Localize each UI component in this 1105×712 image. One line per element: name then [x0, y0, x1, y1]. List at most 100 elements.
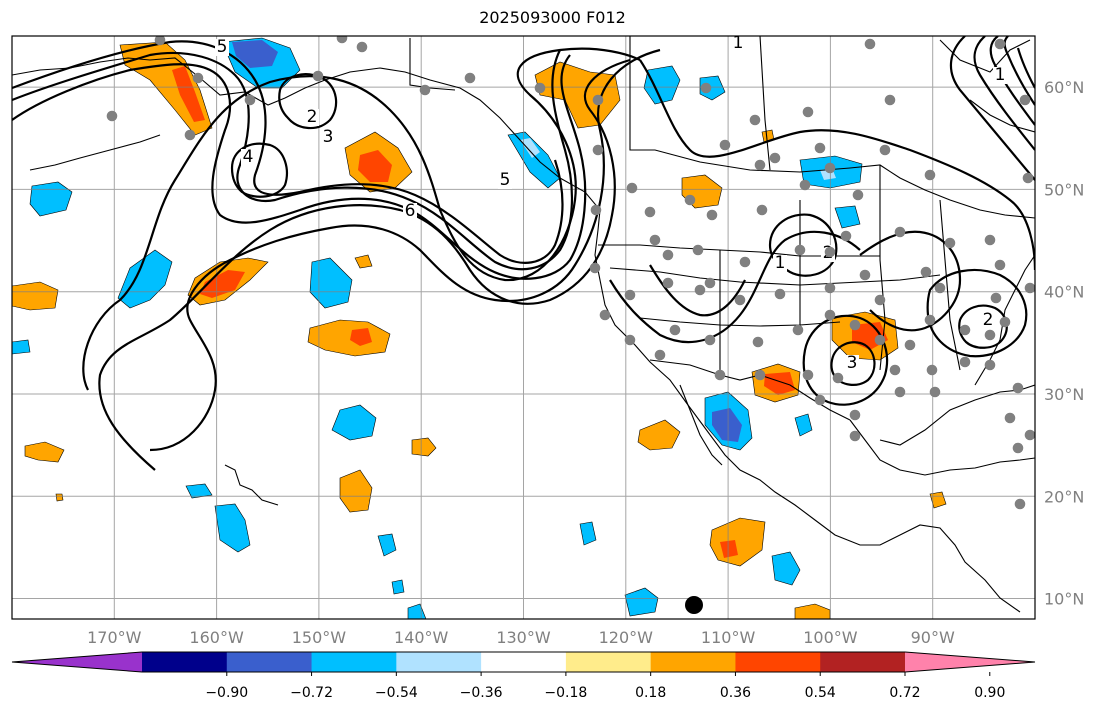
lon-tick-label: 120°W: [599, 628, 654, 647]
station-dot: [959, 324, 971, 336]
station-dot: [184, 129, 196, 141]
colorbar-swatch: [565, 652, 652, 672]
station-dot: [920, 266, 932, 278]
colorbar-tick-label: −0.72: [290, 685, 333, 701]
colorbar-tick-labels: −0.90 −0.72 −0.54 −0.36 −0.18 0.18 0.36 0.54 0.7…: [205, 672, 1005, 701]
latitude-labels: 10°N 20°N 30°N 40°N 50°N 60°N: [1044, 78, 1084, 608]
station-dot: [734, 294, 746, 306]
station-dot: [994, 38, 1006, 50]
station-dot: [739, 256, 751, 268]
station-dot: [312, 70, 324, 82]
colorbar-swatch: [142, 652, 228, 672]
colorbar-swatch: [226, 652, 313, 672]
colorbar-tick-label: −0.90: [205, 685, 248, 701]
station-dot: [419, 84, 431, 96]
contour-label: 3: [847, 353, 858, 373]
contour-label: 1: [775, 253, 786, 273]
station-dot: [894, 386, 906, 398]
station-dot: [824, 309, 836, 321]
colorbar: [11, 651, 1036, 673]
station-dot: [832, 372, 844, 384]
colorbar-tick-label: 0.36: [720, 685, 751, 701]
lat-tick-label: 10°N: [1044, 590, 1084, 609]
station-dot: [684, 194, 696, 206]
contour-label-bg: [241, 149, 255, 166]
contour-label: 1: [733, 33, 744, 53]
contour-label-bg: [981, 312, 995, 329]
station-dot: [599, 309, 611, 321]
lon-tick-label: 160°W: [189, 628, 244, 647]
lon-tick-label: 100°W: [803, 628, 858, 647]
station-dot: [624, 334, 636, 346]
station-dot: [926, 364, 938, 376]
colorbar-outline: [11, 651, 1036, 673]
station-dot: [719, 139, 731, 151]
station-dot: [356, 41, 368, 53]
station-dot: [752, 336, 764, 348]
station-dot: [754, 159, 766, 171]
colorbar-swatch: [311, 652, 397, 672]
colorbar-tick-label: 0.90: [974, 685, 1005, 701]
contour-label: 3: [323, 127, 334, 147]
station-dot: [1022, 172, 1034, 184]
lon-tick-label: 140°W: [394, 628, 449, 647]
station-dot: [824, 246, 836, 258]
lat-tick-label: 60°N: [1044, 78, 1084, 97]
station-dot: [464, 72, 476, 84]
contour-label-bg: [731, 36, 745, 52]
station-dot: [662, 249, 674, 261]
colorbar-tick-label: −0.36: [460, 685, 503, 701]
contour-label: 4: [243, 147, 254, 167]
station-dot: [984, 359, 996, 371]
strong-negative-anomaly-areas: [232, 40, 742, 442]
contour-label-bg: [993, 67, 1007, 84]
station-dot: [849, 319, 861, 331]
station-dot: [924, 169, 936, 181]
lat-tick-label: 20°N: [1044, 487, 1084, 506]
contour-label-bg: [403, 203, 417, 220]
station-dot: [1012, 442, 1024, 454]
station-dot: [154, 36, 166, 46]
station-dot: [824, 282, 836, 294]
colorbar-swatch: [481, 652, 567, 672]
station-dot: [884, 94, 896, 106]
contour-label: 5: [217, 37, 228, 57]
station-dot: [1004, 412, 1016, 424]
station-dot: [852, 189, 864, 201]
lon-tick-label: 130°W: [496, 628, 551, 647]
colorbar-swatch-high-extend: [905, 652, 1035, 672]
station-dot: [589, 262, 601, 274]
station-dot: [889, 364, 901, 376]
station-dot: [864, 38, 876, 50]
station-dot: [824, 162, 836, 174]
station-dot: [924, 314, 936, 326]
station-dot: [1019, 94, 1031, 106]
station-dot: [874, 294, 886, 306]
station-dot: [802, 369, 814, 381]
station-dot: [849, 409, 861, 421]
station-dot: [904, 339, 916, 351]
contour-label-bg: [498, 172, 512, 189]
current-location-marker: [685, 596, 703, 614]
station-dot: [792, 324, 804, 336]
station-dot: [799, 179, 811, 191]
station-dot: [592, 94, 604, 106]
station-dot: [704, 277, 716, 289]
station-dot: [984, 234, 996, 246]
station-dot: [934, 282, 946, 294]
contour-label-bg: [845, 355, 859, 372]
colorbar-tick-label: 0.72: [889, 685, 920, 701]
station-dot: [244, 94, 256, 106]
station-dot: [990, 292, 1002, 304]
colorbar-tick-label: −0.18: [544, 685, 587, 701]
station-dot: [626, 182, 638, 194]
station-dot: [1014, 498, 1026, 510]
longitude-labels: 170°W 160°W 150°W 140°W 130°W 120°W 110°W 100°W…: [87, 628, 955, 647]
lat-tick-label: 50°N: [1044, 180, 1084, 199]
station-dot: [794, 244, 806, 256]
colorbar-tick-label: 0.18: [635, 685, 666, 701]
station-dot: [959, 356, 971, 368]
contour-label-bg: [305, 109, 319, 126]
contour-label: 2: [307, 107, 318, 127]
